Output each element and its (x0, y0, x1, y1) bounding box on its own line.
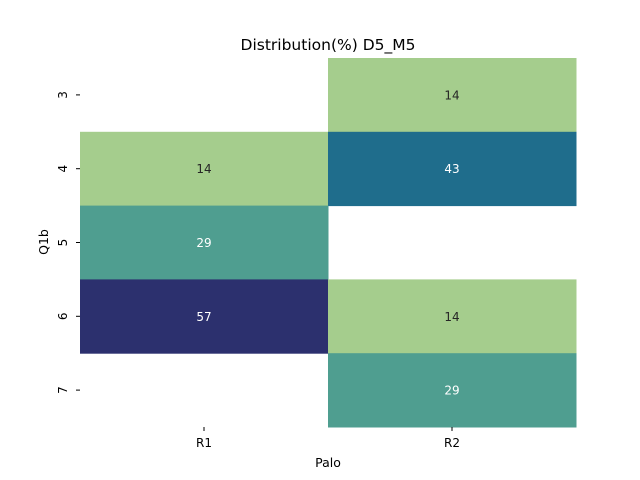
heatmap-cell (328, 353, 577, 428)
y-tick-label: 7 (56, 386, 70, 394)
heatmap-cell (328, 131, 577, 207)
cell-value-label: 14 (444, 310, 459, 324)
x-axis-label: Palo (315, 455, 341, 470)
y-axis-ticks: 3 4 5 6 7 (56, 91, 80, 394)
cell-value-label: 14 (444, 88, 459, 102)
heatmap-cells: 14 14 43 29 57 14 29 (80, 58, 577, 428)
heatmap-cell (80, 279, 329, 354)
cell-value-label: 29 (196, 236, 211, 250)
cell-value-label: 14 (196, 162, 211, 176)
cell-value-label: 29 (444, 384, 459, 398)
cell-value-label: 43 (444, 162, 459, 176)
heatmap-cell (328, 279, 577, 354)
x-tick-label: R2 (444, 436, 460, 450)
heatmap-cell (328, 58, 577, 133)
heatmap-cell (80, 131, 329, 207)
cell-value-label: 57 (196, 310, 211, 324)
y-tick-label: 3 (56, 91, 70, 99)
heatmap-cell (80, 205, 329, 280)
y-tick-label: 6 (56, 312, 70, 320)
x-axis-ticks: R1 R2 (196, 427, 460, 450)
x-tick-label: R1 (196, 436, 212, 450)
y-tick-label: 4 (56, 165, 70, 173)
chart-title: Distribution(%) D5_M5 (241, 36, 416, 55)
y-tick-label: 5 (56, 239, 70, 247)
y-axis-label: Q1b (36, 229, 51, 255)
